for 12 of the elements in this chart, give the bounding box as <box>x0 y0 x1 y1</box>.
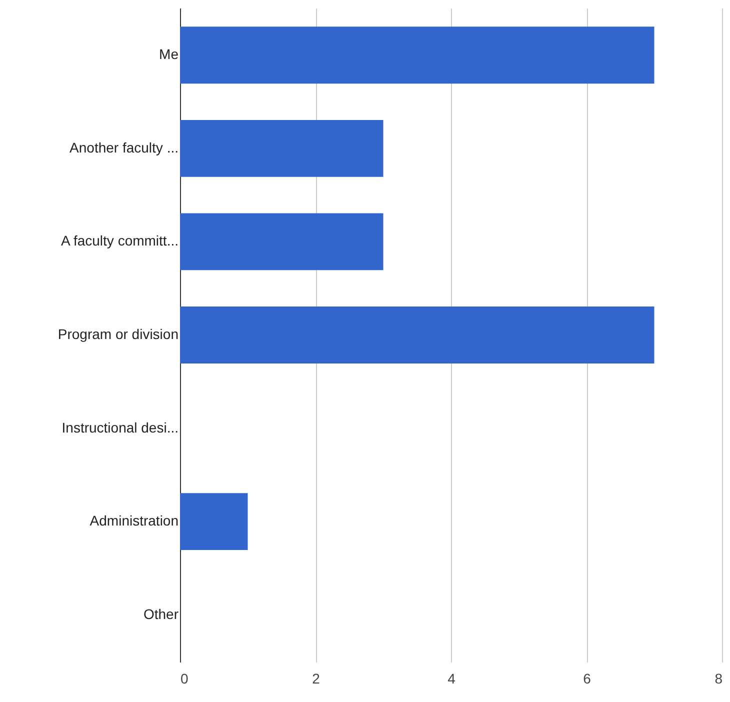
x-tick-label: 0 <box>180 670 188 686</box>
x-tick-label: 4 <box>448 670 456 686</box>
x-tick-label: 2 <box>312 670 320 686</box>
y-tick-label: Instructional desi... <box>62 419 178 436</box>
y-tick-label: Administration <box>90 512 178 529</box>
x-tick-label: 6 <box>583 670 592 686</box>
y-tick-label: Another faculty ... <box>70 139 178 156</box>
y-tick-label: A faculty committ... <box>61 232 178 249</box>
x-tick-label: 8 <box>714 670 723 686</box>
y-tick-label: Me <box>159 46 179 62</box>
y-tick-label: Other <box>143 606 179 622</box>
y-tick-label: Program or division <box>58 326 178 342</box>
